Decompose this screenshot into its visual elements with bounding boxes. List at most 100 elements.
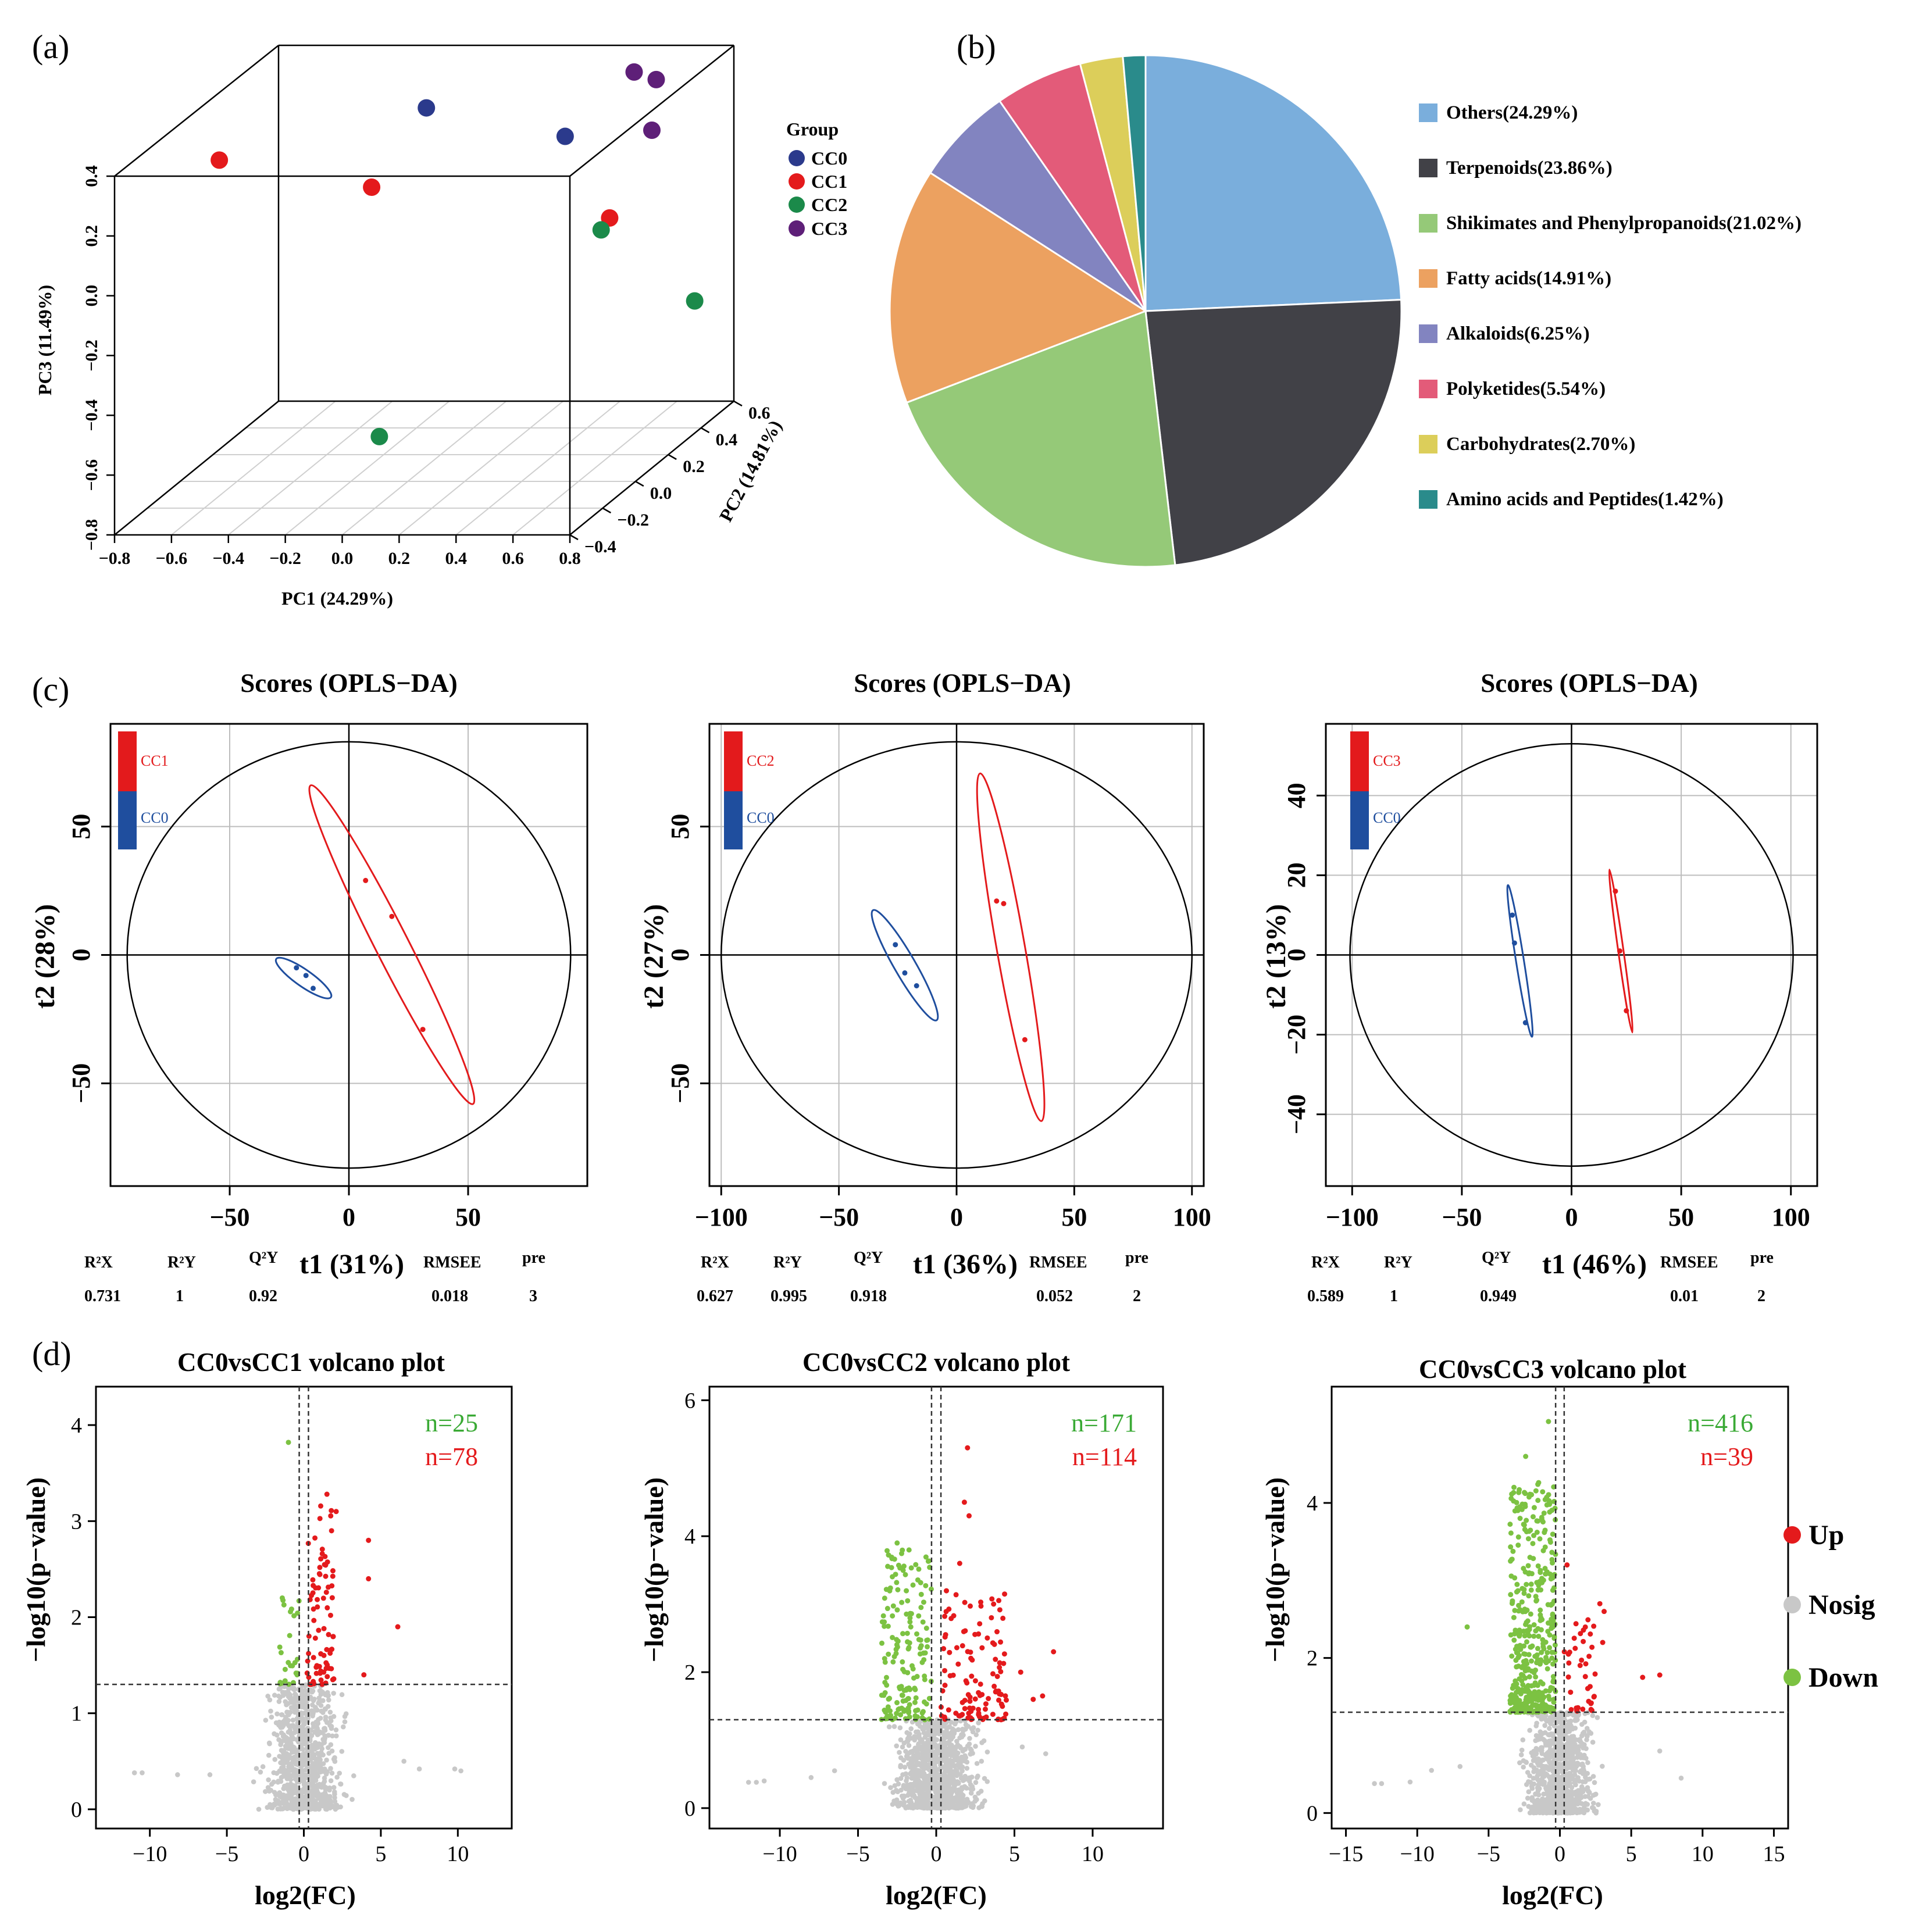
volcano-point-nosig [1565, 1735, 1571, 1740]
volcano-point-up [315, 1604, 320, 1610]
opls-x-axis-title: t1 (36%) [913, 1249, 1018, 1280]
volcano-point-down [1519, 1506, 1525, 1512]
pca-point-cc0 [418, 99, 436, 117]
pca-x-tick-label: 0.0 [331, 549, 354, 568]
volcano-point-nosig [288, 1783, 294, 1788]
pca-legend-marker-cc3 [789, 220, 805, 237]
volcano-point-nosig [973, 1744, 978, 1749]
volcano-point-nosig [979, 1740, 984, 1745]
volcano-point-nosig [284, 1797, 290, 1802]
volcano-point-up [1588, 1701, 1594, 1706]
volcano-point-down [1522, 1633, 1528, 1639]
volcano-point-down [1526, 1593, 1532, 1599]
volcano-point-down [907, 1619, 913, 1625]
volcano-point-up [1030, 1697, 1036, 1702]
volcano-point-nosig [279, 1712, 285, 1717]
volcano-point-nosig [1580, 1731, 1586, 1736]
volcano-point-nosig [933, 1802, 939, 1808]
volcano-point-down [1538, 1679, 1543, 1685]
volcano-point-down [1542, 1566, 1548, 1572]
volcano-point-up [991, 1601, 997, 1607]
volcano-point-down [1538, 1587, 1544, 1593]
volcano-point-nosig [339, 1692, 345, 1698]
pie-legend-swatch-others [1419, 103, 1437, 122]
volcano-x-axis-title: log2(FC) [886, 1880, 987, 1910]
opls-x-tick-label: −100 [1326, 1203, 1379, 1231]
volcano-point-nosig [312, 1790, 318, 1795]
pca-y-tick [635, 480, 644, 487]
volcano-point-nosig [947, 1741, 952, 1747]
volcano-point-down [1533, 1594, 1539, 1599]
volcano-point-up [942, 1634, 948, 1640]
volcano-point-down [1546, 1492, 1551, 1498]
volcano-point-down [1538, 1627, 1544, 1633]
volcano-point-up [986, 1696, 991, 1702]
volcano-point-nosig [331, 1713, 337, 1719]
opls-legend: CC1 CC0 [118, 731, 169, 849]
pie-legend-swatch-carbohydrates [1419, 435, 1437, 453]
volcano-point-down [1524, 1639, 1529, 1645]
pca-z-tick-label: −0.4 [82, 399, 101, 431]
volcano-point-nosig [310, 1721, 316, 1727]
volcano-point-down [1524, 1607, 1530, 1613]
pca-points [211, 63, 704, 445]
volcano-point-nosig [912, 1773, 918, 1778]
volcano-point-nosig [273, 1792, 279, 1798]
pca-x-tick-label: 0.4 [445, 549, 468, 568]
volcano-point-down [279, 1595, 285, 1601]
volcano-point-down [1517, 1607, 1523, 1613]
opls-score-point [1001, 901, 1007, 906]
volcano-point-nosig [909, 1776, 915, 1781]
volcano-plot-area: −15 −10 −5 0 5 10 15 0 2 4 [1307, 1385, 1789, 1866]
volcano-point-down [913, 1562, 919, 1567]
volcano-point-down [905, 1598, 911, 1604]
volcano-point-nosig [832, 1768, 837, 1773]
pie-legend-label-polyketides: Polyketides(5.54%) [1446, 378, 1606, 399]
volcano-point-nosig [971, 1803, 976, 1809]
panel-label-a: (a) [32, 28, 69, 66]
volcano-point-up [997, 1665, 1003, 1670]
volcano-point-nosig [316, 1701, 321, 1706]
volcano-point-nosig [277, 1754, 282, 1759]
volcano-point-nosig [1567, 1760, 1572, 1766]
volcano-point-down [905, 1670, 911, 1676]
volcano-point-nosig [324, 1690, 330, 1695]
volcano-point-up [947, 1649, 953, 1655]
volcano-point-down [909, 1663, 915, 1669]
volcano-x-tick-label: 10 [447, 1842, 469, 1866]
opls-score-point [311, 985, 316, 991]
volcano-point-nosig [333, 1727, 339, 1733]
volcano-point-down [1524, 1703, 1529, 1709]
volcano-point-nosig [312, 1804, 318, 1809]
volcano-point-down [1534, 1530, 1540, 1535]
volcano-point-nosig [285, 1701, 291, 1706]
volcano-point-down [1511, 1697, 1517, 1702]
volcano-point-down [1551, 1699, 1557, 1705]
volcano-point-nosig [314, 1724, 319, 1730]
volcano-point-nosig [1559, 1742, 1565, 1747]
volcano-point-nosig [291, 1755, 297, 1760]
volcano-point-up [1592, 1694, 1597, 1699]
volcano-point-nosig [924, 1791, 930, 1797]
volcano-point-nosig [1569, 1785, 1575, 1790]
volcano-point-down [1517, 1487, 1522, 1492]
volcano-point-down [1529, 1643, 1535, 1649]
volcano-point-down [1538, 1693, 1543, 1699]
opls-y-tick-label: −50 [666, 1063, 694, 1104]
volcano-point-down [890, 1603, 896, 1609]
volcano-point-up [366, 1576, 372, 1581]
pie-legend-label-terpenoids: Terpenoids(23.86%) [1446, 158, 1613, 178]
volcano-point-up [1580, 1706, 1586, 1712]
volcano-point-up [965, 1445, 971, 1451]
volcano-point-nosig [965, 1799, 971, 1805]
volcano-point-nosig [315, 1783, 320, 1788]
volcano-y-tick-label: 0 [71, 1798, 82, 1822]
opls-score-point [363, 877, 369, 883]
volcano-point-up [1568, 1690, 1574, 1695]
pca-y-tick [700, 427, 710, 434]
volcano-point-nosig [1521, 1801, 1527, 1807]
volcano-point-down [903, 1698, 909, 1704]
volcano-point-up [958, 1712, 964, 1718]
volcano-point-nosig [1557, 1808, 1563, 1813]
volcano-point-nosig [278, 1725, 284, 1730]
